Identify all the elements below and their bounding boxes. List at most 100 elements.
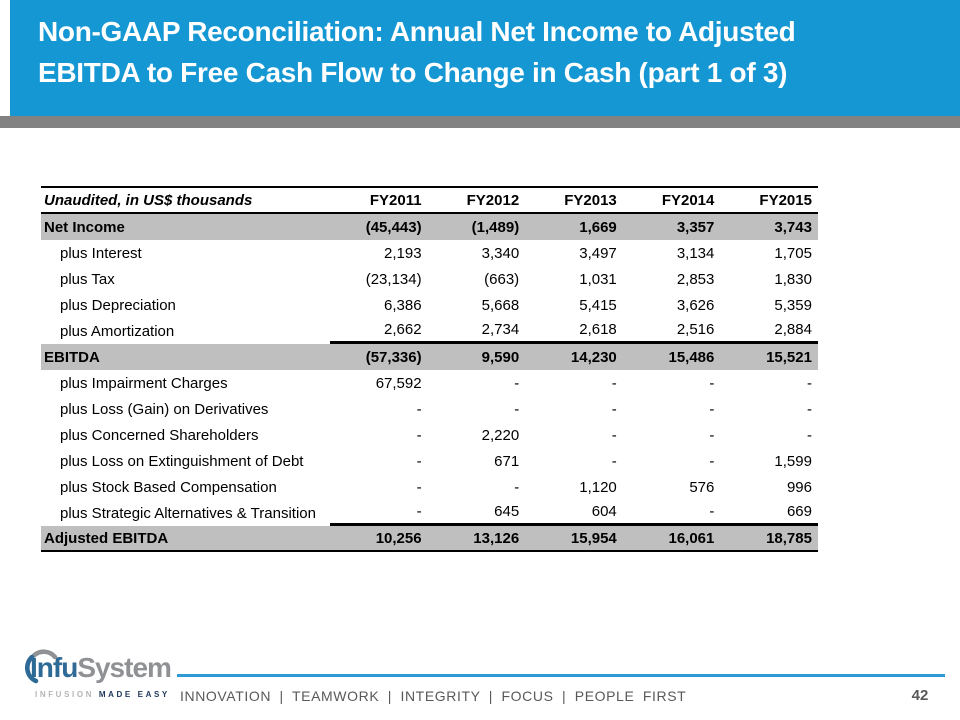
table-row: plus Depreciation 6,386 5,668 5,415 3,626 5,3… bbox=[41, 292, 818, 318]
logo-tagline-made-easy: MADE EASY bbox=[98, 690, 170, 699]
row-values: 2,662 2,734 2,618 2,516 2,884 bbox=[330, 318, 818, 344]
row-label: plus Strategic Alternatives & Transition bbox=[60, 504, 316, 522]
cell-value: (1,489) bbox=[471, 218, 520, 236]
cell-value: 15,954 bbox=[570, 529, 617, 547]
motto-separator: | bbox=[379, 688, 401, 704]
cell-value: 5,359 bbox=[774, 296, 812, 314]
cell-value: - bbox=[416, 452, 422, 470]
table-header-label: Unaudited, in US$ thousands bbox=[44, 191, 253, 209]
cell-value: 1,830 bbox=[774, 270, 812, 288]
row-values: 2,193 3,340 3,497 3,134 1,705 bbox=[330, 240, 818, 266]
cell-value: 671 bbox=[494, 452, 520, 470]
row-label: plus Concerned Shareholders bbox=[60, 426, 259, 444]
row-values: - - 1,120 576 996 bbox=[330, 474, 818, 500]
cell-value: - bbox=[514, 374, 520, 392]
cell-value: (45,443) bbox=[365, 218, 422, 236]
table-row: Adjusted EBITDA 10,256 13,126 15,954 16,061 1… bbox=[41, 526, 818, 552]
cell-value: - bbox=[709, 452, 715, 470]
table-header-row: Unaudited, in US$ thousands FY2011 FY201… bbox=[41, 186, 818, 214]
title-shadow-bar bbox=[0, 116, 960, 128]
slide-title-line-1: Non-GAAP Reconciliation: Annual Net Inco… bbox=[38, 16, 796, 47]
row-label: plus Loss (Gain) on Derivatives bbox=[60, 400, 269, 418]
row-label: plus Amortization bbox=[60, 322, 175, 340]
cell-value: - bbox=[611, 400, 617, 418]
cell-value: - bbox=[416, 426, 422, 444]
motto-separator: | bbox=[271, 688, 293, 704]
cell-value: (23,134) bbox=[365, 270, 422, 288]
table-row: plus Tax (23,134) (663) 1,031 2,853 1,830 bbox=[41, 266, 818, 292]
cell-value: - bbox=[514, 400, 520, 418]
cell-value: 669 bbox=[786, 503, 812, 520]
row-label: Adjusted EBITDA bbox=[44, 529, 169, 547]
table-row: plus Concerned Shareholders - 2,220 - - - bbox=[41, 422, 818, 448]
motto-separator: | bbox=[553, 688, 575, 704]
row-values: (23,134) (663) 1,031 2,853 1,830 bbox=[330, 266, 818, 292]
cell-value: 16,061 bbox=[668, 529, 715, 547]
slide-title-block: Non-GAAP Reconciliation: Annual Net Inco… bbox=[10, 0, 960, 116]
cell-value: 1,669 bbox=[579, 218, 617, 236]
cell-value: 3,134 bbox=[676, 244, 715, 262]
row-values: - 671 - - 1,599 bbox=[330, 448, 818, 474]
column-header-fy2014: FY2014 bbox=[661, 191, 715, 209]
cell-value: 9,590 bbox=[481, 348, 520, 366]
slide-title-line-2: EBITDA to Free Cash Flow to Change in Ca… bbox=[38, 57, 788, 88]
row-label: EBITDA bbox=[44, 348, 100, 366]
cell-value: 13,126 bbox=[473, 529, 520, 547]
cell-value: - bbox=[416, 400, 422, 418]
cell-value: - bbox=[611, 374, 617, 392]
table-row: plus Amortization 2,662 2,734 2,618 2,516 2,8… bbox=[41, 318, 818, 344]
motto-separator: | bbox=[480, 688, 502, 704]
table-row: plus Loss (Gain) on Derivatives - - - - - bbox=[41, 396, 818, 422]
cell-value: - bbox=[709, 374, 715, 392]
row-values: (45,443) (1,489) 1,669 3,357 3,743 bbox=[330, 214, 818, 240]
cell-value: 1,705 bbox=[774, 244, 812, 262]
row-label: plus Impairment Charges bbox=[60, 374, 228, 392]
cell-value: - bbox=[806, 426, 812, 444]
cell-value: (663) bbox=[484, 270, 520, 288]
cell-value: 1,031 bbox=[579, 270, 617, 288]
cell-value: - bbox=[709, 426, 715, 444]
infusystem-logo: InfuSystem INFUSION MADE EASY bbox=[16, 649, 172, 706]
cell-value: 6,386 bbox=[384, 296, 422, 314]
cell-value: 996 bbox=[786, 478, 812, 496]
cell-value: 3,743 bbox=[774, 218, 812, 236]
cell-value: 14,230 bbox=[570, 348, 617, 366]
cell-value: - bbox=[709, 400, 715, 418]
cell-value: 645 bbox=[494, 503, 520, 520]
cell-value: (57,336) bbox=[365, 348, 422, 366]
cell-value: 2,662 bbox=[384, 321, 422, 338]
logo-tagline-infusion: INFUSION bbox=[35, 690, 99, 699]
page-number: 42 bbox=[911, 687, 929, 704]
cell-value: 3,497 bbox=[579, 244, 617, 262]
logo-text-infu: Infu bbox=[30, 652, 78, 683]
row-label: plus Stock Based Compensation bbox=[60, 478, 277, 496]
cell-value: - bbox=[806, 400, 812, 418]
cell-value: 5,415 bbox=[579, 296, 617, 314]
row-label: plus Interest bbox=[60, 244, 142, 262]
cell-value: 15,486 bbox=[668, 348, 715, 366]
cell-value: 2,734 bbox=[481, 321, 520, 338]
footer-divider-line bbox=[177, 674, 945, 677]
table-row: plus Loss on Extinguishment of Debt - 671 -… bbox=[41, 448, 818, 474]
table-row: plus Strategic Alternatives & Transition… bbox=[41, 500, 818, 526]
logo-tagline: INFUSION MADE EASY bbox=[35, 690, 170, 699]
cell-value: 15,521 bbox=[766, 348, 812, 366]
cell-value: 18,785 bbox=[766, 529, 812, 547]
cell-value: 2,220 bbox=[481, 426, 520, 444]
logo-swoosh-icon bbox=[24, 649, 58, 684]
row-values: (57,336) 9,590 14,230 15,486 15,521 bbox=[330, 344, 818, 370]
footer-motto-item: TEAMWORK bbox=[292, 688, 380, 704]
row-label: plus Tax bbox=[60, 270, 115, 288]
row-label: plus Loss on Extinguishment of Debt bbox=[60, 452, 304, 470]
logo-text-system: System bbox=[77, 652, 172, 683]
cell-value: 2,618 bbox=[579, 321, 617, 338]
cell-value: 3,357 bbox=[676, 218, 715, 236]
cell-value: 3,340 bbox=[481, 244, 520, 262]
footer-motto-item: PEOPLE FIRST bbox=[574, 688, 687, 704]
footer-motto-item: FOCUS bbox=[501, 688, 554, 704]
cell-value: 67,592 bbox=[375, 374, 422, 392]
table-header-columns: FY2011 FY2012 FY2013 FY2014 FY2015 bbox=[330, 188, 818, 212]
cell-value: 2,193 bbox=[384, 244, 422, 262]
column-header-fy2013: FY2013 bbox=[564, 191, 617, 209]
